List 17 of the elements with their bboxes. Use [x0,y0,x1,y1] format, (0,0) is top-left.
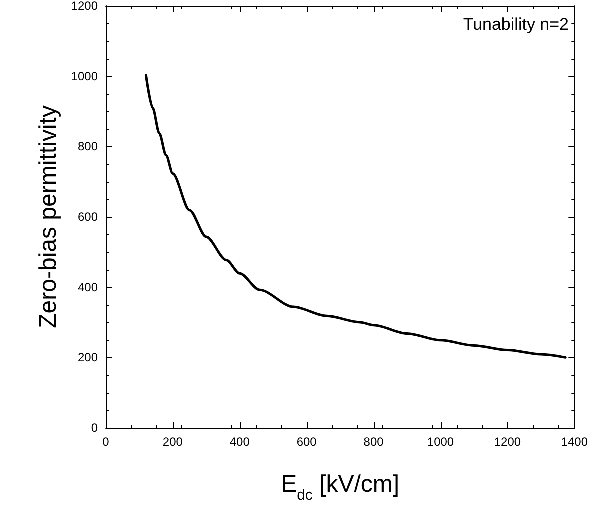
y-tick-label: 0 [91,421,98,435]
y-tick-label: 600 [78,210,98,224]
y-tick-label: 400 [78,280,98,294]
y-axis-title: Zero-bias permittivity [34,106,62,328]
y-tick-label: 1200 [71,0,98,13]
annotation: Tunability n=2 [463,15,569,34]
x-tick-label: 1000 [427,435,454,449]
y-tick-label: 200 [78,350,98,365]
x-tick-label: 1200 [494,435,522,449]
x-tick-label: 1400 [561,435,588,449]
y-tick-label: 1000 [71,69,98,84]
x-tick-label: 600 [296,435,318,449]
x-tick-label: 800 [364,435,384,449]
y-tick-label: 800 [78,140,98,154]
x-tick-label: 0 [102,435,110,449]
x-tick-label: 400 [230,435,250,449]
x-tick-label: 200 [162,435,184,449]
